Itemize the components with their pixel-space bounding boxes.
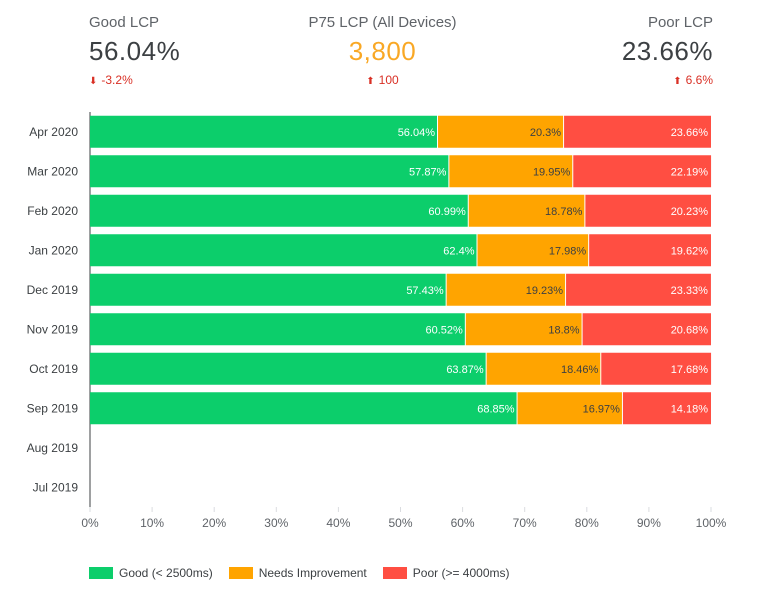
x-tick-label: 30% (264, 516, 288, 530)
data-label: 23.66% (671, 127, 709, 139)
arrow-down-icon: ⬇ (89, 76, 98, 87)
data-label: 17.98% (549, 245, 587, 257)
legend-item-good[interactable]: Good (< 2500ms) (89, 566, 213, 580)
bar-good (90, 352, 486, 385)
y-tick-label: Feb 2020 (27, 204, 78, 218)
x-tick-label: 100% (696, 516, 727, 530)
bar-good (90, 273, 446, 306)
legend-swatch-poor (382, 567, 407, 579)
x-tick-label: 60% (451, 516, 475, 530)
p75-lcp-kpi: P75 LCP (All Devices) 3,800 ⬆ 100 (0, 14, 765, 90)
x-tick-label: 10% (140, 516, 164, 530)
poor-lcp-label: Poor LCP (647, 14, 713, 31)
arrow-up-icon: ⬆ (366, 76, 375, 87)
bar-needs-improvement (438, 115, 564, 148)
legend-label-needs-improvement: Needs Improvement (258, 566, 367, 580)
data-label: 20.23% (671, 206, 709, 218)
good-lcp-delta-value: -3.2% (101, 73, 133, 87)
data-label: 56.04% (398, 127, 436, 139)
bar-good (90, 313, 465, 346)
bar-good (90, 115, 438, 148)
data-label: 17.68% (671, 364, 709, 376)
data-label: 60.99% (428, 206, 466, 218)
bar-needs-improvement (449, 155, 573, 188)
x-tick-label: 0% (81, 516, 99, 530)
bar-poor (566, 273, 711, 306)
good-lcp-delta: ⬇ -3.2% (89, 72, 180, 90)
data-label: 20.68% (671, 324, 709, 336)
bar-needs-improvement (486, 352, 601, 385)
x-tick-label: 20% (202, 516, 226, 530)
bar-poor (564, 115, 711, 148)
bar-poor (582, 313, 711, 346)
legend-swatch-good (89, 567, 113, 579)
legend-label-poor: Poor (>= 4000ms) (412, 566, 510, 580)
x-tick-label: 80% (575, 516, 599, 530)
poor-lcp-value: 23.66% (621, 36, 713, 66)
y-tick-label: Mar 2020 (27, 164, 78, 178)
legend-item-poor[interactable]: Poor (>= 4000ms) (382, 566, 510, 580)
data-label: 16.97% (583, 403, 621, 415)
data-label: 63.87% (446, 364, 484, 376)
poor-lcp-kpi: Poor LCP 23.66% ⬆ 6.6% (622, 14, 713, 90)
bar-poor (585, 194, 711, 227)
bar-needs-improvement (446, 273, 566, 306)
data-label: 19.95% (533, 166, 571, 178)
chart-legend: Good (< 2500ms) Needs Improvement Poor (… (89, 566, 525, 580)
y-tick-label: Dec 2019 (27, 283, 79, 297)
data-label: 68.85% (477, 403, 515, 415)
legend-swatch-needs-improvement (228, 567, 253, 579)
y-tick-label: Nov 2019 (27, 322, 79, 336)
y-tick-label: Jul 2019 (33, 480, 79, 494)
data-label: 18.78% (545, 206, 583, 218)
y-tick-label: Sep 2019 (27, 401, 79, 415)
bar-needs-improvement (468, 194, 585, 227)
bar-poor (622, 392, 711, 425)
data-label: 18.46% (561, 364, 599, 376)
stacked-bar-chart: Apr 2020 56.04% 20.3% 23.66% Mar 2020 57.87% 1… (27, 112, 727, 530)
x-tick-label: 40% (326, 516, 350, 530)
bar-poor (601, 352, 712, 385)
legend-item-needs-improvement[interactable]: Needs Improvement (228, 566, 367, 580)
legend-label-good: Good (< 2500ms) (119, 566, 213, 580)
x-tick-label: 90% (637, 516, 661, 530)
data-label: 18.8% (548, 324, 579, 336)
data-label: 19.62% (671, 245, 709, 257)
bar-poor (573, 155, 712, 188)
arrow-up-icon: ⬆ (673, 76, 682, 87)
good-lcp-kpi: Good LCP 56.04% ⬇ -3.2% (89, 14, 180, 90)
data-label: 23.33% (671, 285, 709, 297)
data-label: 62.4% (443, 245, 474, 257)
bar-poor (589, 234, 711, 267)
poor-lcp-delta-value: 6.6% (685, 73, 713, 87)
x-tick-label: 50% (388, 516, 412, 530)
data-label: 57.87% (409, 166, 447, 178)
p75-lcp-label: P75 LCP (All Devices) (308, 14, 457, 31)
p75-lcp-delta: ⬆ 100 (0, 72, 765, 90)
y-tick-label: Jan 2020 (29, 243, 79, 257)
bar-needs-improvement (465, 313, 582, 346)
data-label: 14.18% (671, 403, 709, 415)
poor-lcp-delta: ⬆ 6.6% (622, 72, 713, 90)
data-label: 20.3% (530, 127, 561, 139)
data-label: 60.52% (426, 324, 464, 336)
good-lcp-label: Good LCP (89, 14, 160, 31)
data-label: 19.23% (526, 285, 564, 297)
p75-lcp-value: 3,800 (348, 36, 417, 66)
good-lcp-value: 56.04% (89, 36, 181, 66)
y-tick-label: Aug 2019 (27, 441, 79, 455)
p75-lcp-delta-value: 100 (378, 73, 399, 87)
bar-needs-improvement (477, 234, 589, 267)
data-label: 57.43% (406, 285, 444, 297)
bar-needs-improvement (517, 392, 622, 425)
data-label: 22.19% (671, 166, 709, 178)
y-tick-label: Apr 2020 (29, 125, 78, 139)
bar-good (90, 155, 449, 188)
bar-good (90, 234, 477, 267)
y-tick-label: Oct 2019 (29, 362, 78, 376)
x-tick-label: 70% (513, 516, 537, 530)
bar-good (90, 194, 468, 227)
bar-good (90, 392, 517, 425)
